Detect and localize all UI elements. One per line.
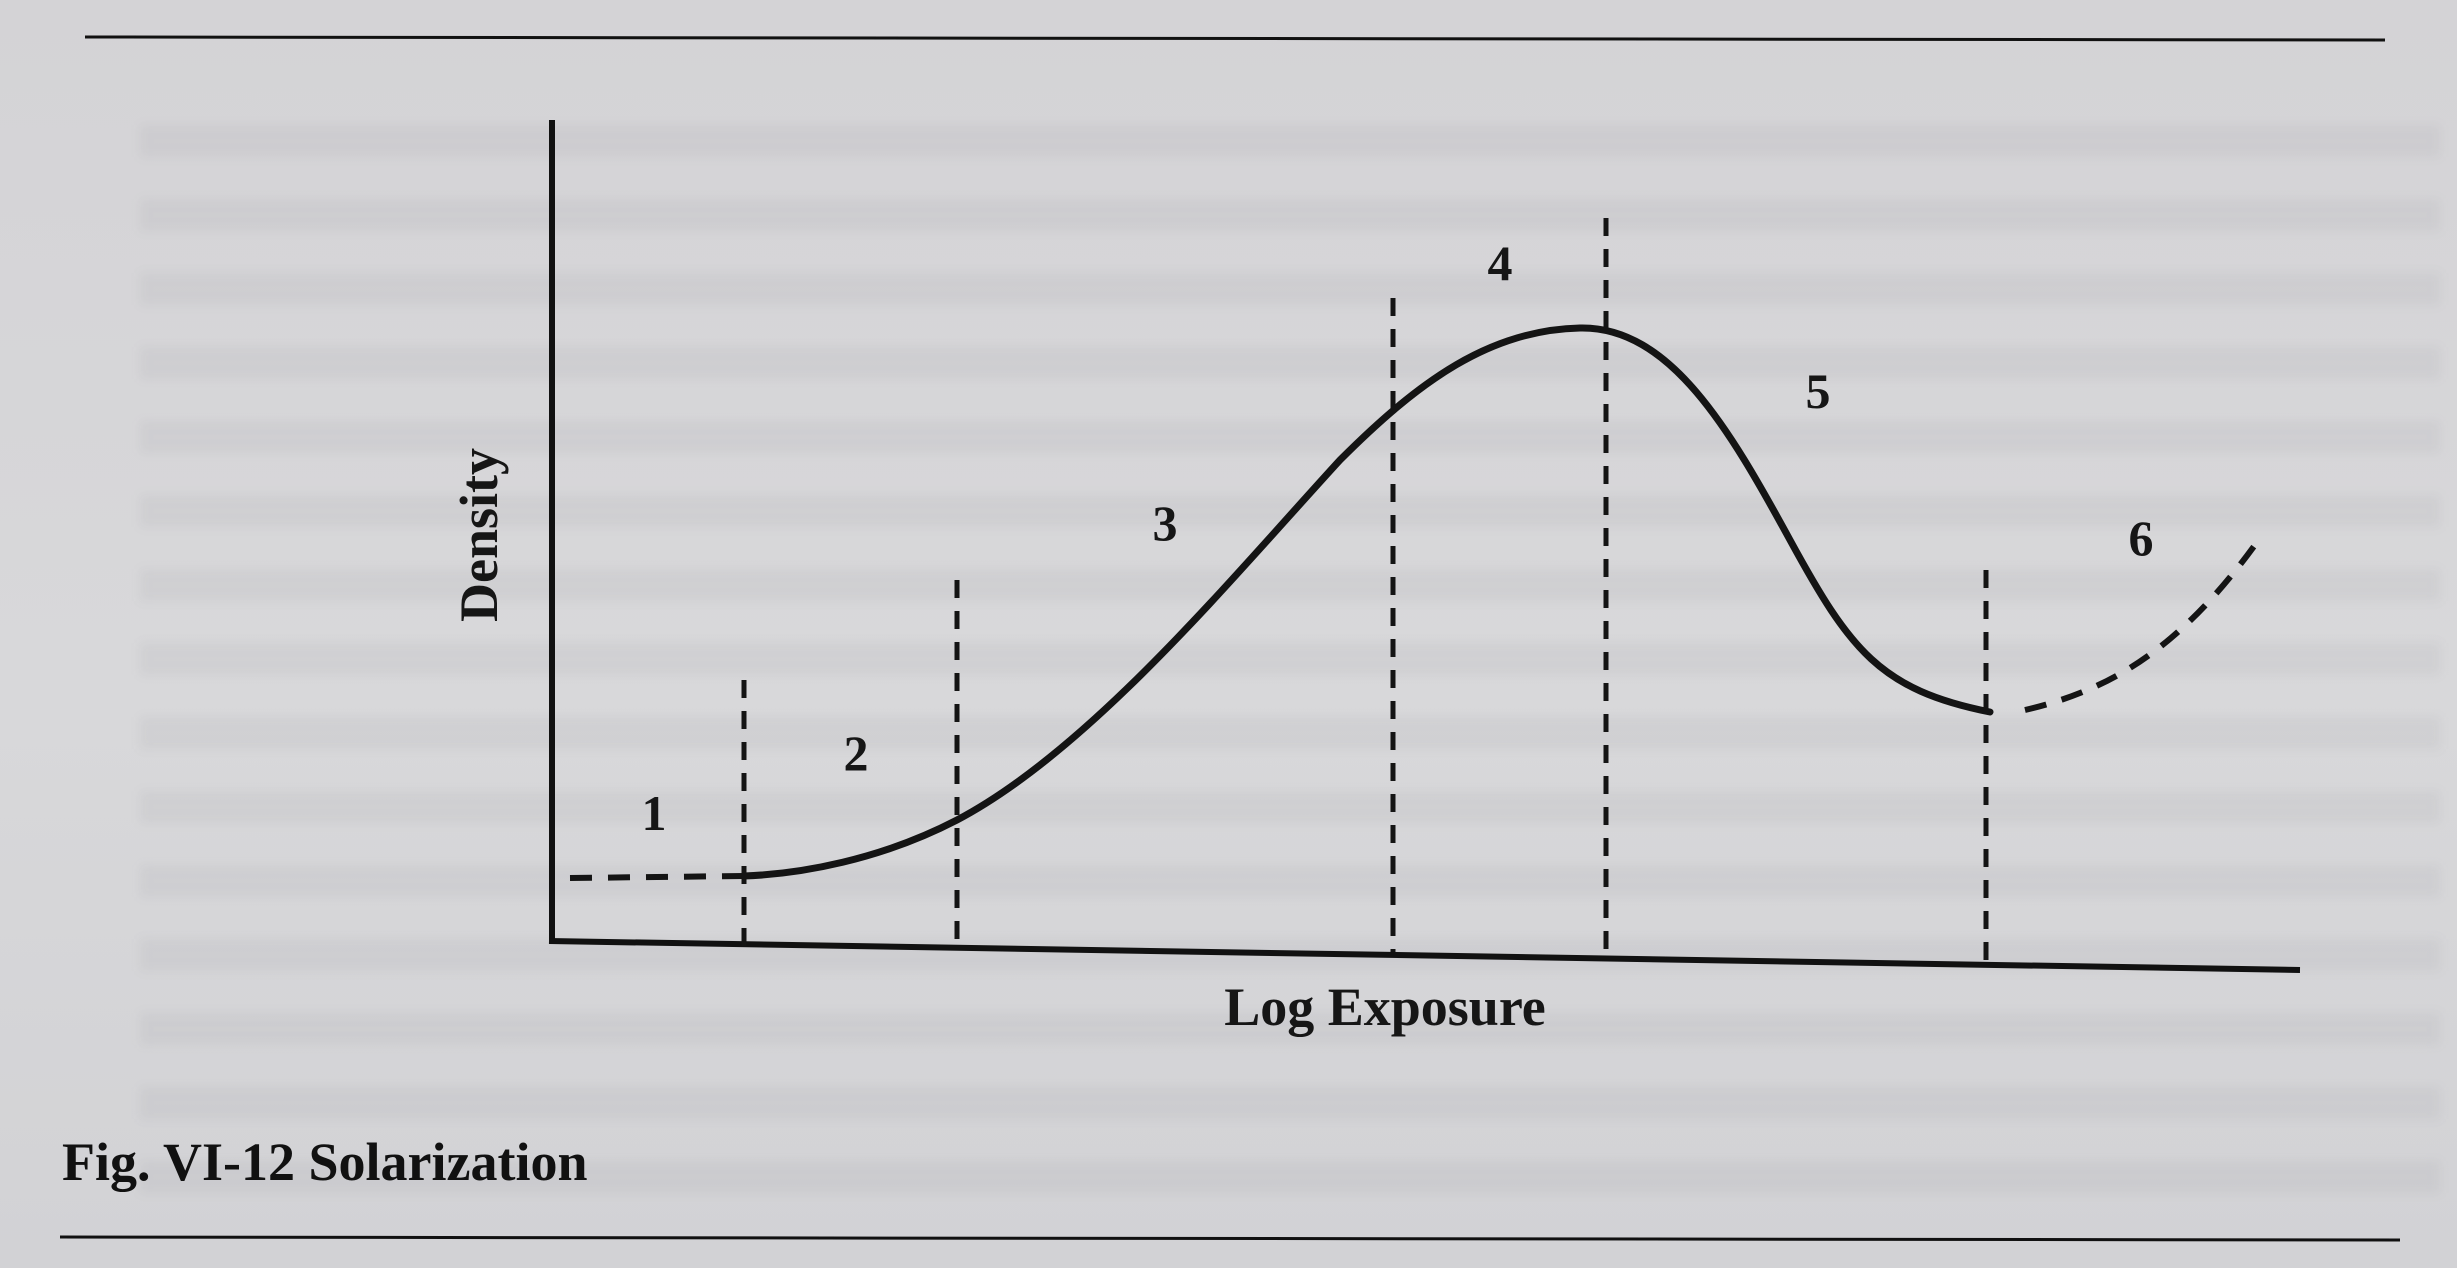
curve-segment-region-6 [2024, 536, 2263, 713]
curve-segment-region-1 [569, 873, 745, 881]
region-label-2: 2 [844, 725, 869, 781]
x-axis [548, 938, 2301, 973]
region-label-6: 6 [2129, 510, 2154, 566]
y-axis-label: Density [449, 448, 509, 622]
characteristic-curve [740, 324, 1994, 880]
region-label-4: 4 [1488, 235, 1513, 291]
region-label-1: 1 [642, 785, 667, 841]
top-rule [84, 35, 2386, 42]
region-label-5: 5 [1806, 363, 1831, 419]
x-axis-label: Log Exposure [1224, 977, 1546, 1037]
bottom-rule [59, 1235, 2401, 1242]
figure-caption: Fig. VI-12 Solarization [62, 1132, 588, 1192]
region-label-3: 3 [1153, 495, 1178, 551]
show-through-text-texture [140, 95, 2440, 1195]
